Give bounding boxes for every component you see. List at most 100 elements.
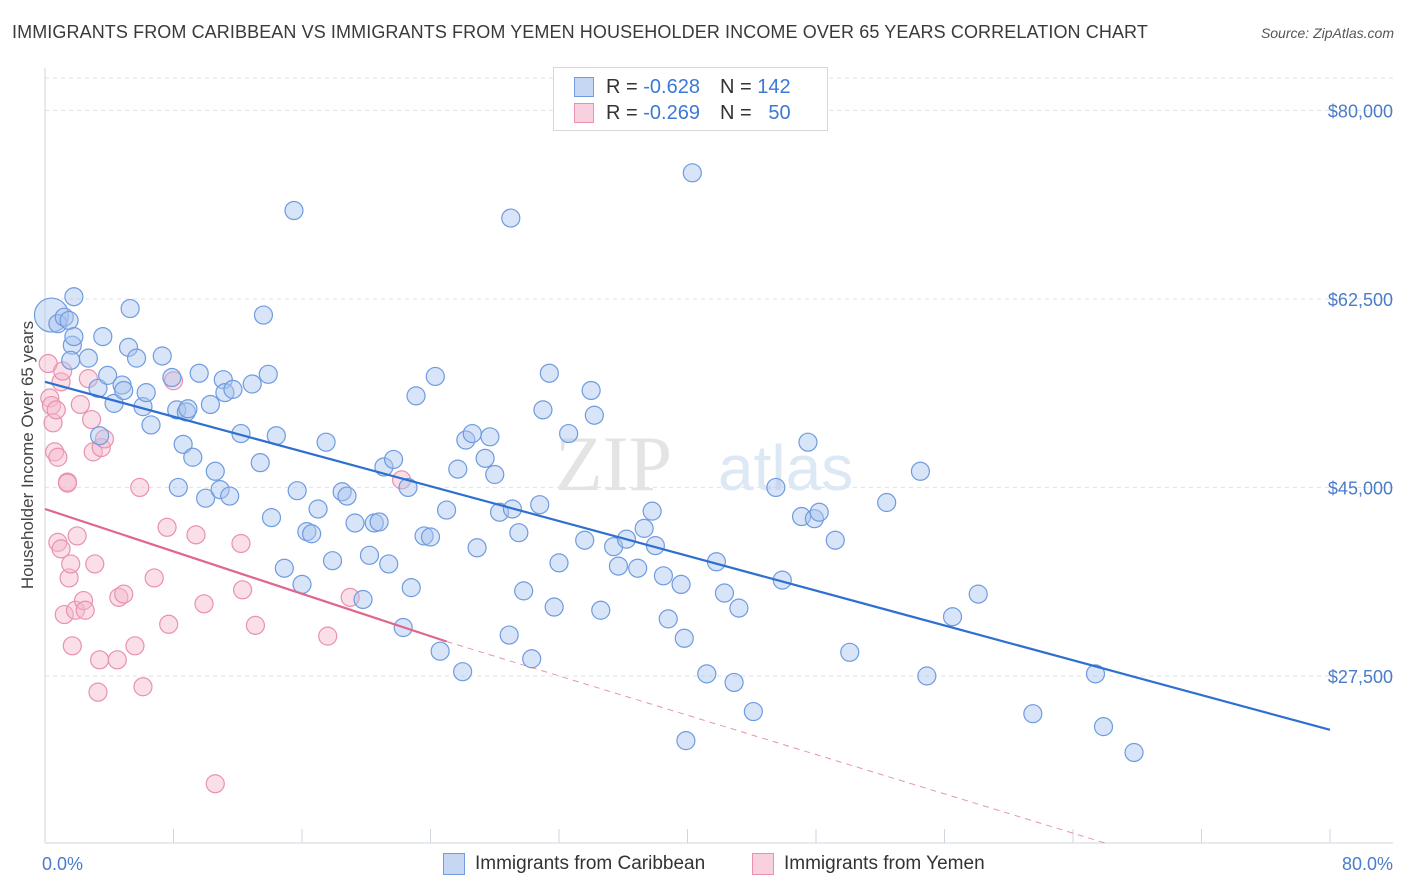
yemen-point bbox=[67, 526, 87, 546]
yemen-point bbox=[62, 636, 82, 656]
yemen-trend-line bbox=[44, 507, 447, 643]
caribbean-point bbox=[369, 512, 389, 532]
caribbean-point bbox=[93, 326, 113, 347]
bottom-legend-yemen: Immigrants from Yemen bbox=[752, 852, 985, 876]
yemen-point bbox=[53, 361, 73, 381]
caribbean-point bbox=[522, 649, 542, 669]
caribbean-point bbox=[653, 566, 674, 586]
caribbean-point bbox=[724, 672, 744, 693]
caribbean-point bbox=[549, 553, 569, 573]
caribbean-point bbox=[501, 208, 521, 228]
caribbean-point bbox=[210, 479, 230, 500]
caribbean-point bbox=[297, 522, 317, 542]
caribbean-point bbox=[114, 380, 134, 401]
yemen-point bbox=[40, 388, 60, 408]
yemen-point bbox=[205, 774, 225, 794]
caribbean-point bbox=[453, 662, 473, 682]
legend-n-value: 50 bbox=[768, 101, 791, 124]
yemen-point bbox=[45, 442, 65, 462]
caribbean-point bbox=[322, 551, 343, 571]
caribbean-point bbox=[33, 297, 70, 333]
caribbean-point bbox=[223, 379, 243, 399]
caribbean-point bbox=[173, 434, 193, 454]
yemen-point bbox=[57, 473, 78, 493]
caribbean-point bbox=[220, 486, 240, 506]
yemen-point bbox=[133, 677, 153, 697]
yemen-point bbox=[159, 614, 179, 634]
yemen-point bbox=[107, 650, 127, 670]
caribbean-point bbox=[475, 448, 495, 468]
series-yemen bbox=[38, 353, 412, 794]
caribbean-point bbox=[152, 346, 172, 366]
caribbean-point bbox=[406, 386, 426, 406]
y-tick-label: $80,000 bbox=[1328, 101, 1393, 121]
legend-n-value: 142 bbox=[757, 75, 791, 98]
caribbean-point bbox=[910, 461, 931, 481]
caribbean-point bbox=[261, 508, 282, 528]
y-axis-label: Householder Income Over 65 years bbox=[18, 321, 37, 589]
caribbean-point bbox=[61, 350, 81, 370]
caribbean-point bbox=[253, 305, 274, 325]
yemen-point bbox=[318, 626, 338, 646]
caribbean-point bbox=[840, 642, 860, 662]
yemen-point bbox=[48, 447, 68, 467]
caribbean-point bbox=[258, 364, 278, 384]
yemen-point bbox=[65, 600, 86, 620]
x-tick-label: 0.0% bbox=[42, 854, 83, 874]
caribbean-point bbox=[200, 394, 221, 415]
caribbean-point bbox=[178, 399, 198, 419]
legend-row-caribbean: R = -0.628 N = 142 bbox=[574, 74, 791, 100]
caribbean-point bbox=[205, 461, 225, 481]
caribbean-point bbox=[401, 578, 421, 598]
yemen-point bbox=[61, 554, 81, 574]
yemen-point bbox=[75, 600, 95, 620]
yemen-point bbox=[144, 568, 164, 588]
caribbean-point bbox=[642, 501, 662, 521]
yemen-trend-extension bbox=[446, 641, 1106, 844]
caribbean-point bbox=[383, 449, 404, 470]
caribbean-point bbox=[671, 574, 691, 595]
caribbean-point bbox=[420, 527, 441, 547]
x-tick-label: 80.0% bbox=[1342, 854, 1393, 874]
caribbean-point bbox=[533, 400, 553, 420]
caribbean-point bbox=[608, 556, 629, 576]
caribbean-point bbox=[118, 337, 139, 357]
y-tick-label: $62,500 bbox=[1328, 290, 1393, 310]
yemen-point bbox=[186, 525, 206, 545]
yemen-point bbox=[163, 371, 184, 391]
bottom-legend-caribbean: Immigrants from Caribbean bbox=[443, 852, 705, 876]
caribbean-point bbox=[1093, 717, 1114, 737]
yemen-point bbox=[194, 594, 214, 614]
caribbean-point bbox=[467, 538, 487, 558]
caribbean-point bbox=[1023, 704, 1043, 724]
caribbean-point bbox=[658, 609, 678, 629]
caribbean-point bbox=[539, 363, 559, 383]
yemen-point bbox=[130, 477, 150, 498]
yemen-point bbox=[73, 590, 94, 611]
caribbean-point bbox=[183, 447, 203, 467]
caribbean-point bbox=[302, 524, 322, 544]
caribbean-point bbox=[359, 545, 380, 565]
caribbean-point bbox=[729, 598, 749, 618]
yemen-point bbox=[78, 369, 98, 389]
legend-n-label: N = bbox=[719, 101, 752, 124]
legend-swatch-caribbean bbox=[574, 77, 594, 97]
legend-r-value: -0.628 bbox=[643, 75, 700, 98]
yemen-point bbox=[88, 682, 108, 702]
yemen-point bbox=[59, 568, 79, 588]
chart-title: IMMIGRANTS FROM CARIBBEAN VS IMMIGRANTS … bbox=[12, 22, 1148, 42]
caribbean-point bbox=[480, 427, 500, 447]
legend-r-label: R = bbox=[606, 75, 638, 98]
y-tick-label: $27,500 bbox=[1328, 667, 1393, 687]
yemen-point bbox=[90, 650, 110, 670]
series-caribbean bbox=[33, 163, 1144, 763]
caribbean-point bbox=[78, 348, 98, 368]
caribbean-point bbox=[436, 500, 457, 520]
yemen-point bbox=[85, 554, 105, 574]
caribbean-point bbox=[968, 584, 988, 604]
axes bbox=[44, 68, 1393, 844]
caribbean-point bbox=[544, 597, 564, 617]
caribbean-point bbox=[942, 607, 963, 627]
yemen-point bbox=[70, 394, 90, 415]
caribbean-point bbox=[591, 600, 611, 620]
